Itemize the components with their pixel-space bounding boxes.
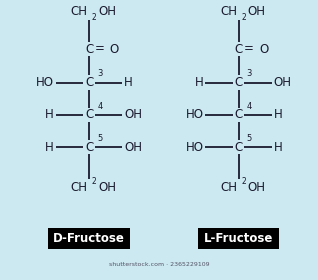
Text: C: C [85, 108, 93, 121]
Text: =: = [244, 43, 254, 55]
Text: 4: 4 [247, 102, 252, 111]
Text: 2: 2 [92, 177, 96, 186]
Text: CH: CH [220, 5, 237, 18]
Text: 5: 5 [97, 134, 103, 143]
Text: CH: CH [71, 5, 87, 18]
Text: C: C [85, 43, 93, 55]
Text: H: H [273, 141, 282, 153]
Text: C: C [234, 43, 243, 55]
Text: =: = [94, 43, 104, 55]
Text: OH: OH [247, 5, 266, 18]
Text: O: O [110, 43, 119, 55]
Text: CH: CH [71, 181, 87, 193]
Text: H: H [45, 141, 54, 153]
Text: C: C [234, 108, 243, 121]
Text: HO: HO [185, 141, 204, 153]
Text: H: H [124, 76, 133, 89]
Text: 2: 2 [92, 13, 96, 22]
Text: C: C [85, 76, 93, 89]
Text: O: O [259, 43, 268, 55]
Text: OH: OH [98, 181, 116, 193]
Text: C: C [234, 76, 243, 89]
Text: H: H [273, 108, 282, 121]
Text: OH: OH [273, 76, 292, 89]
Text: 2: 2 [241, 13, 246, 22]
Text: CH: CH [220, 181, 237, 193]
Text: D-Fructose: D-Fructose [53, 232, 125, 244]
Text: HO: HO [36, 76, 54, 89]
Text: OH: OH [124, 141, 142, 153]
Text: 5: 5 [247, 134, 252, 143]
Text: 3: 3 [247, 69, 252, 78]
Text: OH: OH [124, 108, 142, 121]
Text: HO: HO [185, 108, 204, 121]
Text: C: C [85, 141, 93, 153]
FancyBboxPatch shape [198, 227, 279, 249]
Text: shutterstock.com · 2365229109: shutterstock.com · 2365229109 [109, 262, 209, 267]
Text: H: H [195, 76, 204, 89]
Text: L-Fructose: L-Fructose [204, 232, 273, 244]
Text: OH: OH [247, 181, 266, 193]
Text: 2: 2 [241, 177, 246, 186]
Text: OH: OH [98, 5, 116, 18]
Text: 3: 3 [97, 69, 103, 78]
Text: 4: 4 [97, 102, 103, 111]
Text: C: C [234, 141, 243, 153]
Text: H: H [45, 108, 54, 121]
FancyBboxPatch shape [48, 227, 130, 249]
